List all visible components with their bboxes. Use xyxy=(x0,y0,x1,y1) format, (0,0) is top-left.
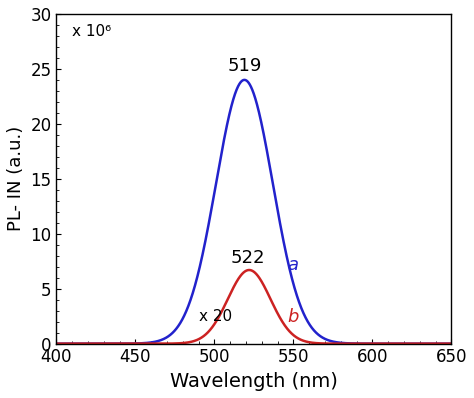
Text: 522: 522 xyxy=(230,249,265,267)
Y-axis label: PL- IN (a.u.): PL- IN (a.u.) xyxy=(7,126,25,231)
Text: x 20: x 20 xyxy=(199,309,232,324)
Text: 519: 519 xyxy=(227,57,262,76)
Text: b: b xyxy=(287,308,299,326)
Text: a: a xyxy=(287,256,298,273)
X-axis label: Wavelength (nm): Wavelength (nm) xyxy=(170,372,338,391)
Text: x 10⁶: x 10⁶ xyxy=(72,24,111,39)
